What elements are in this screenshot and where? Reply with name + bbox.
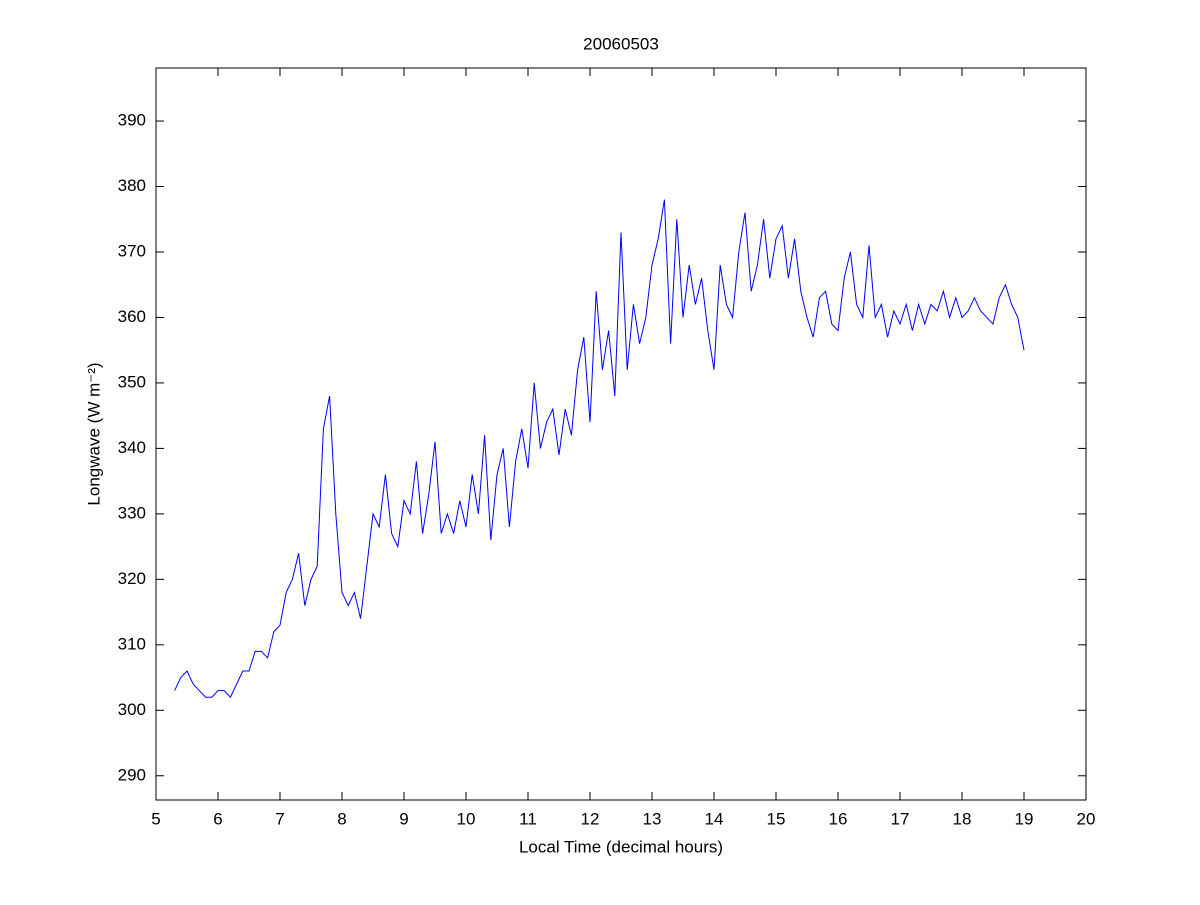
data-line: [174, 199, 1025, 699]
x-tick-label: 14: [705, 809, 724, 828]
chart-title: 20060503: [583, 34, 659, 53]
x-axis-label: Local Time (decimal hours): [519, 837, 723, 856]
plot-frame: [155, 67, 1087, 801]
x-tick-label: 20: [1077, 809, 1096, 828]
y-tick-label: 290: [118, 765, 146, 784]
x-tick-label: 11: [519, 809, 537, 828]
y-tick-label: 310: [118, 634, 146, 653]
x-tick-label: 5: [151, 809, 160, 828]
y-axis-label: Longwave (W m⁻²): [84, 362, 103, 505]
y-tick-label: 300: [118, 700, 146, 719]
y-tick-label: 360: [118, 307, 146, 326]
y-tick-label: 330: [118, 503, 146, 522]
x-tick-label: 9: [399, 809, 408, 828]
y-tick-label: 390: [118, 111, 146, 130]
x-tick-label: 10: [457, 809, 476, 828]
x-tick-label: 15: [767, 809, 786, 828]
x-tick-label: 17: [891, 809, 910, 828]
y-tick-label: 320: [118, 569, 146, 588]
y-tick-label: 340: [118, 438, 146, 457]
y-tick-label: 380: [118, 176, 146, 195]
y-tick-label: 350: [118, 372, 146, 391]
x-tick-label: 13: [643, 809, 662, 828]
x-tick-label: 6: [213, 809, 222, 828]
x-tick-label: 7: [275, 809, 284, 828]
x-tick-label: 16: [829, 809, 848, 828]
y-tick-label: 370: [118, 241, 146, 260]
x-tick-label: 12: [581, 809, 600, 828]
x-tick-label: 8: [337, 809, 346, 828]
x-tick-label: 18: [953, 809, 972, 828]
x-tick-label: 19: [1015, 809, 1034, 828]
